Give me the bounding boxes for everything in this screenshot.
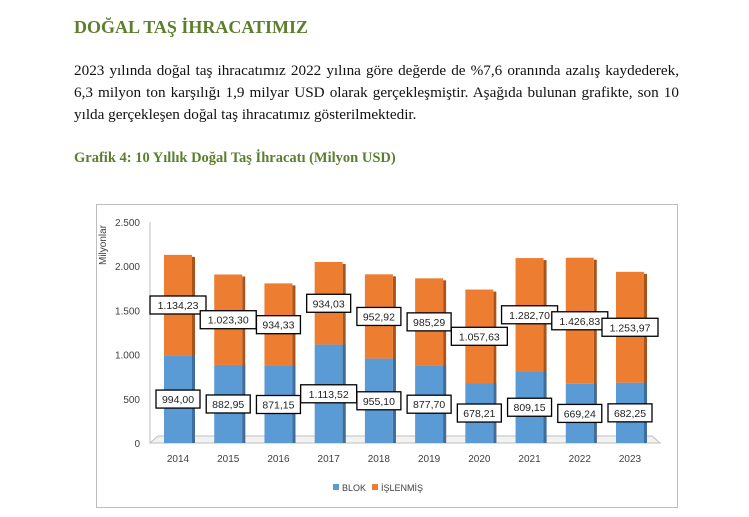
- y-tick-label: 0: [134, 439, 140, 450]
- data-label-islenmis: 1.282,70: [509, 310, 550, 322]
- data-label-islenmis: 1.134,23: [158, 300, 199, 312]
- data-label-box: [205, 394, 251, 414]
- section-heading: DOĞAL TAŞ İHRACATIMIZ: [74, 17, 309, 37]
- data-label-box: [255, 315, 302, 335]
- data-label-blok: 871,15: [262, 399, 294, 411]
- legend-label-blok: BLOK: [342, 483, 366, 493]
- y-axis-title: Milyonlar: [98, 224, 109, 265]
- y-tick-label: 500: [123, 395, 140, 406]
- chart-frame: [96, 204, 678, 508]
- x-tick-label: 2022: [569, 454, 592, 465]
- chart-caption: Grafik 4: 10 Yıllık Doğal Taş İhracatı (…: [74, 150, 396, 166]
- x-tick-label: 2018: [368, 454, 391, 465]
- data-label-box: [149, 295, 207, 315]
- data-label-islenmis: 1.426,83: [559, 316, 600, 328]
- data-label-blok: 1.113,52: [309, 389, 349, 401]
- data-label-box: [607, 403, 653, 423]
- bar-side: [543, 260, 547, 443]
- data-label-box: [306, 293, 352, 313]
- x-tick-label: 2016: [267, 454, 290, 465]
- data-label-islenmis: 985,29: [413, 317, 445, 329]
- data-label-blok: 994,00: [162, 394, 194, 406]
- data-label-blok: 877,70: [413, 399, 445, 411]
- bar-side: [493, 291, 497, 443]
- bar-side: [292, 285, 296, 443]
- y-tick-label: 2.000: [115, 262, 140, 273]
- bar-side: [242, 276, 246, 443]
- data-label-box: [406, 394, 452, 414]
- data-label-box: [356, 391, 402, 411]
- y-tick-label: 2.500: [115, 218, 140, 229]
- x-tick-label: 2020: [468, 454, 491, 465]
- x-tick-label: 2021: [518, 454, 541, 465]
- data-label-box: [155, 389, 201, 409]
- data-label-box: [456, 403, 502, 423]
- x-tick-label: 2014: [167, 454, 190, 465]
- bar-side: [644, 273, 647, 443]
- data-label-box: [406, 312, 452, 332]
- data-label-box: [255, 394, 302, 415]
- data-label-islenmis: 1.023,30: [208, 315, 249, 327]
- data-label-islenmis: 1.253,97: [610, 322, 651, 334]
- data-label-islenmis: 934,03: [313, 298, 345, 310]
- bar-side: [192, 256, 195, 443]
- data-label-blok: 882,95: [212, 399, 244, 411]
- data-label-blok: 678,21: [463, 408, 495, 420]
- data-label-box: [557, 403, 603, 424]
- x-tick-label: 2015: [217, 454, 240, 465]
- data-label-islenmis: 1.057,63: [459, 331, 500, 343]
- data-label-box: [450, 326, 508, 346]
- data-label-box: [601, 317, 659, 337]
- data-label-islenmis: 934,33: [262, 320, 294, 332]
- data-label-blok: 682,25: [614, 408, 646, 420]
- legend-swatch-blok: [333, 484, 339, 490]
- data-label-blok: 809,15: [513, 402, 545, 414]
- data-label-box: [356, 306, 402, 327]
- data-label-blok: 669,24: [564, 408, 596, 420]
- x-tick-label: 2023: [619, 454, 642, 465]
- bar-side: [443, 280, 447, 443]
- intro-paragraph: 2023 yılında doğal taş ihracatımız 2022 …: [74, 62, 679, 123]
- y-tick-label: 1.000: [115, 351, 140, 362]
- bar-side: [593, 259, 597, 443]
- x-tick-label: 2017: [318, 454, 341, 465]
- legend-swatch-islenmis: [372, 484, 378, 490]
- x-tick-label: 2019: [418, 454, 441, 465]
- data-label-islenmis: 952,92: [363, 311, 395, 323]
- legend-label-islenmis: İŞLENMİŞ: [381, 483, 423, 493]
- data-label-blok: 955,10: [363, 396, 395, 408]
- data-label-box: [506, 397, 553, 417]
- y-tick-label: 1.500: [115, 306, 140, 317]
